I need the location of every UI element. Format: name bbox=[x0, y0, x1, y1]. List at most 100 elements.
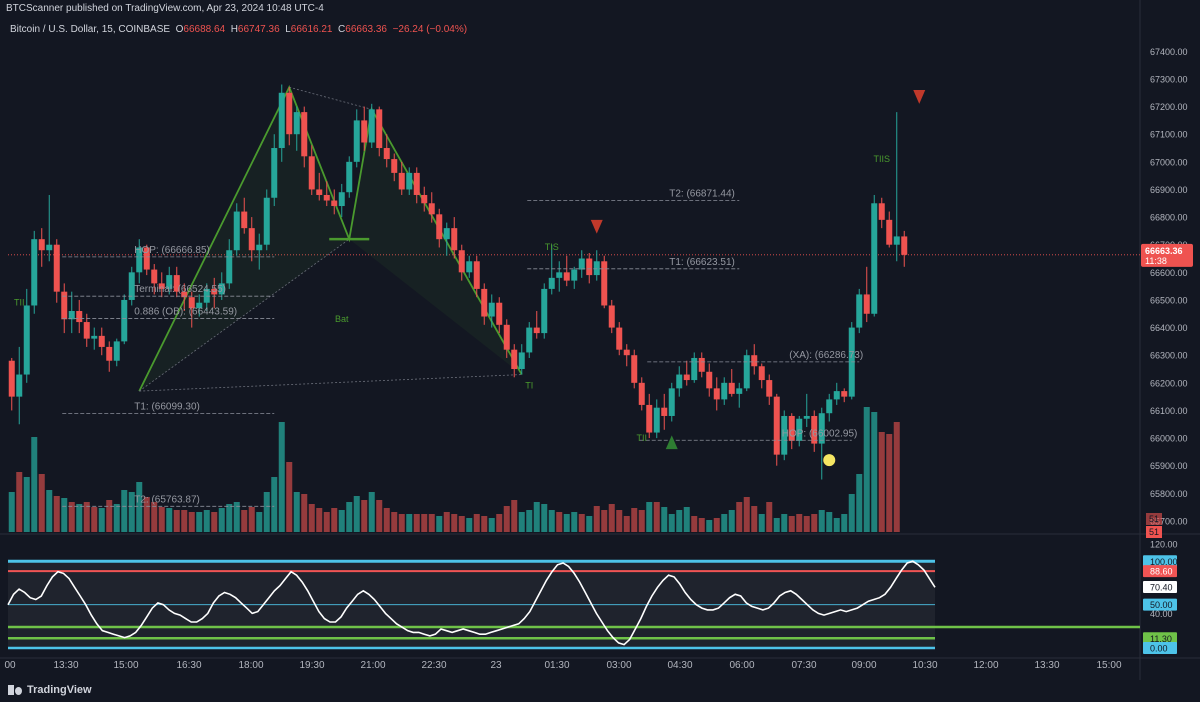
volume-bar bbox=[871, 412, 878, 532]
level-label: Terminal: (66524.55) bbox=[134, 284, 226, 295]
signal-dot-icon bbox=[823, 454, 836, 467]
price-tick-label: 66900.00 bbox=[1150, 185, 1188, 195]
candle-body bbox=[736, 388, 743, 394]
level-label: T1: (66623.51) bbox=[669, 257, 735, 268]
candle-body bbox=[758, 366, 765, 381]
volume-bar bbox=[766, 502, 773, 532]
candle-body bbox=[316, 189, 323, 195]
candle-body bbox=[623, 349, 630, 356]
candle-body bbox=[871, 203, 878, 314]
volume-bar bbox=[293, 492, 300, 532]
candle-body bbox=[533, 327, 540, 334]
volume-bar bbox=[218, 508, 225, 532]
volume-bar bbox=[451, 514, 458, 532]
volume-bar bbox=[143, 497, 150, 532]
time-tick-label: 10:30 bbox=[912, 660, 937, 671]
candle-body bbox=[368, 109, 375, 143]
volume-bar bbox=[121, 490, 128, 532]
time-tick-label: 01:30 bbox=[544, 660, 569, 671]
volume-bar bbox=[196, 512, 203, 532]
volume-bar bbox=[76, 504, 83, 532]
volume-bar bbox=[646, 502, 653, 532]
level-label: (XA): (66286.73) bbox=[789, 350, 863, 361]
level-label: HOP: (66666.85) bbox=[134, 245, 210, 256]
candle-body bbox=[301, 112, 308, 157]
candle-body bbox=[233, 211, 240, 251]
current-price-label: 66663.36 bbox=[1145, 246, 1183, 256]
oscillator-line bbox=[7, 560, 936, 646]
candle-body bbox=[661, 407, 668, 416]
volume-bar bbox=[31, 437, 38, 532]
candle-body bbox=[818, 413, 825, 444]
tradingview-brand-text: TradingView bbox=[27, 684, 92, 696]
volume-value-label: 51 bbox=[1149, 527, 1159, 537]
pattern-fill-bcd bbox=[349, 109, 522, 375]
time-tick-label: 19:30 bbox=[299, 660, 324, 671]
candle-body bbox=[331, 200, 338, 207]
volume-bar bbox=[38, 474, 45, 532]
volume-bar bbox=[301, 494, 308, 532]
volume-bar bbox=[61, 498, 68, 532]
candle-body bbox=[526, 327, 533, 353]
time-tick-label: 15:00 bbox=[1096, 660, 1121, 671]
time-tick-label: 00 bbox=[4, 660, 16, 671]
volume-bar bbox=[751, 506, 758, 532]
volume-bar bbox=[833, 518, 840, 532]
candle-body bbox=[541, 288, 548, 334]
candle-body bbox=[106, 346, 113, 361]
candle-body bbox=[248, 228, 255, 251]
symbol-ohlc-line: Bitcoin / U.S. Dollar, 15, COINBASE O666… bbox=[10, 24, 467, 35]
candle-body bbox=[706, 371, 713, 389]
candle-body bbox=[181, 291, 188, 298]
price-tick-label: 67100.00 bbox=[1150, 130, 1188, 140]
candle-body bbox=[323, 194, 330, 201]
volume-bar bbox=[128, 492, 135, 532]
candle-body bbox=[421, 194, 428, 204]
signal-label: TI bbox=[525, 380, 533, 390]
volume-bar bbox=[893, 422, 900, 532]
candle-body bbox=[811, 415, 818, 444]
candle-body bbox=[503, 324, 510, 350]
volume-bar bbox=[391, 512, 398, 532]
price-tick-label: 67000.00 bbox=[1150, 157, 1188, 167]
candle-body bbox=[586, 258, 593, 276]
candle-body bbox=[781, 415, 788, 455]
candle-body bbox=[61, 291, 68, 320]
volume-bar bbox=[668, 514, 675, 532]
time-tick-label: 13:30 bbox=[53, 660, 78, 671]
volume-bar bbox=[878, 432, 885, 532]
candle-body bbox=[571, 269, 578, 281]
close-value: 66663.36 bbox=[345, 24, 387, 35]
volume-bar bbox=[248, 507, 255, 532]
candle-body bbox=[128, 272, 135, 300]
candle-body bbox=[98, 335, 105, 347]
volume-bar bbox=[398, 514, 405, 532]
candle-body bbox=[803, 415, 810, 419]
time-tick-label: 12:00 bbox=[973, 660, 998, 671]
price-tick-label: 65900.00 bbox=[1150, 461, 1188, 471]
volume-bar bbox=[736, 502, 743, 532]
volume-bar bbox=[593, 506, 600, 532]
volume-bar bbox=[698, 518, 705, 532]
volume-bar bbox=[713, 518, 720, 532]
candle-body bbox=[211, 288, 218, 295]
price-tick-label: 66500.00 bbox=[1150, 295, 1188, 305]
volume-bar bbox=[406, 514, 413, 532]
signal-label: TIS bbox=[545, 242, 559, 252]
level-label: T1: (66099.30) bbox=[134, 402, 200, 413]
candle-body bbox=[653, 407, 660, 433]
price-tick-label: 65800.00 bbox=[1150, 489, 1188, 499]
pattern-ac-line bbox=[289, 86, 372, 110]
volume-bar bbox=[16, 472, 23, 532]
candle-body bbox=[856, 294, 863, 328]
volume-bar bbox=[758, 514, 765, 532]
price-tick-label: 66100.00 bbox=[1150, 406, 1188, 416]
candle-body bbox=[593, 261, 600, 276]
volume-bar bbox=[46, 490, 53, 532]
time-tick-label: 16:30 bbox=[176, 660, 201, 671]
volume-bar bbox=[338, 510, 345, 532]
oscillator-value-label: 100.00 bbox=[1150, 557, 1178, 567]
candle-body bbox=[383, 148, 390, 160]
symbol-name: Bitcoin / U.S. Dollar, 15, COINBASE bbox=[10, 24, 171, 35]
